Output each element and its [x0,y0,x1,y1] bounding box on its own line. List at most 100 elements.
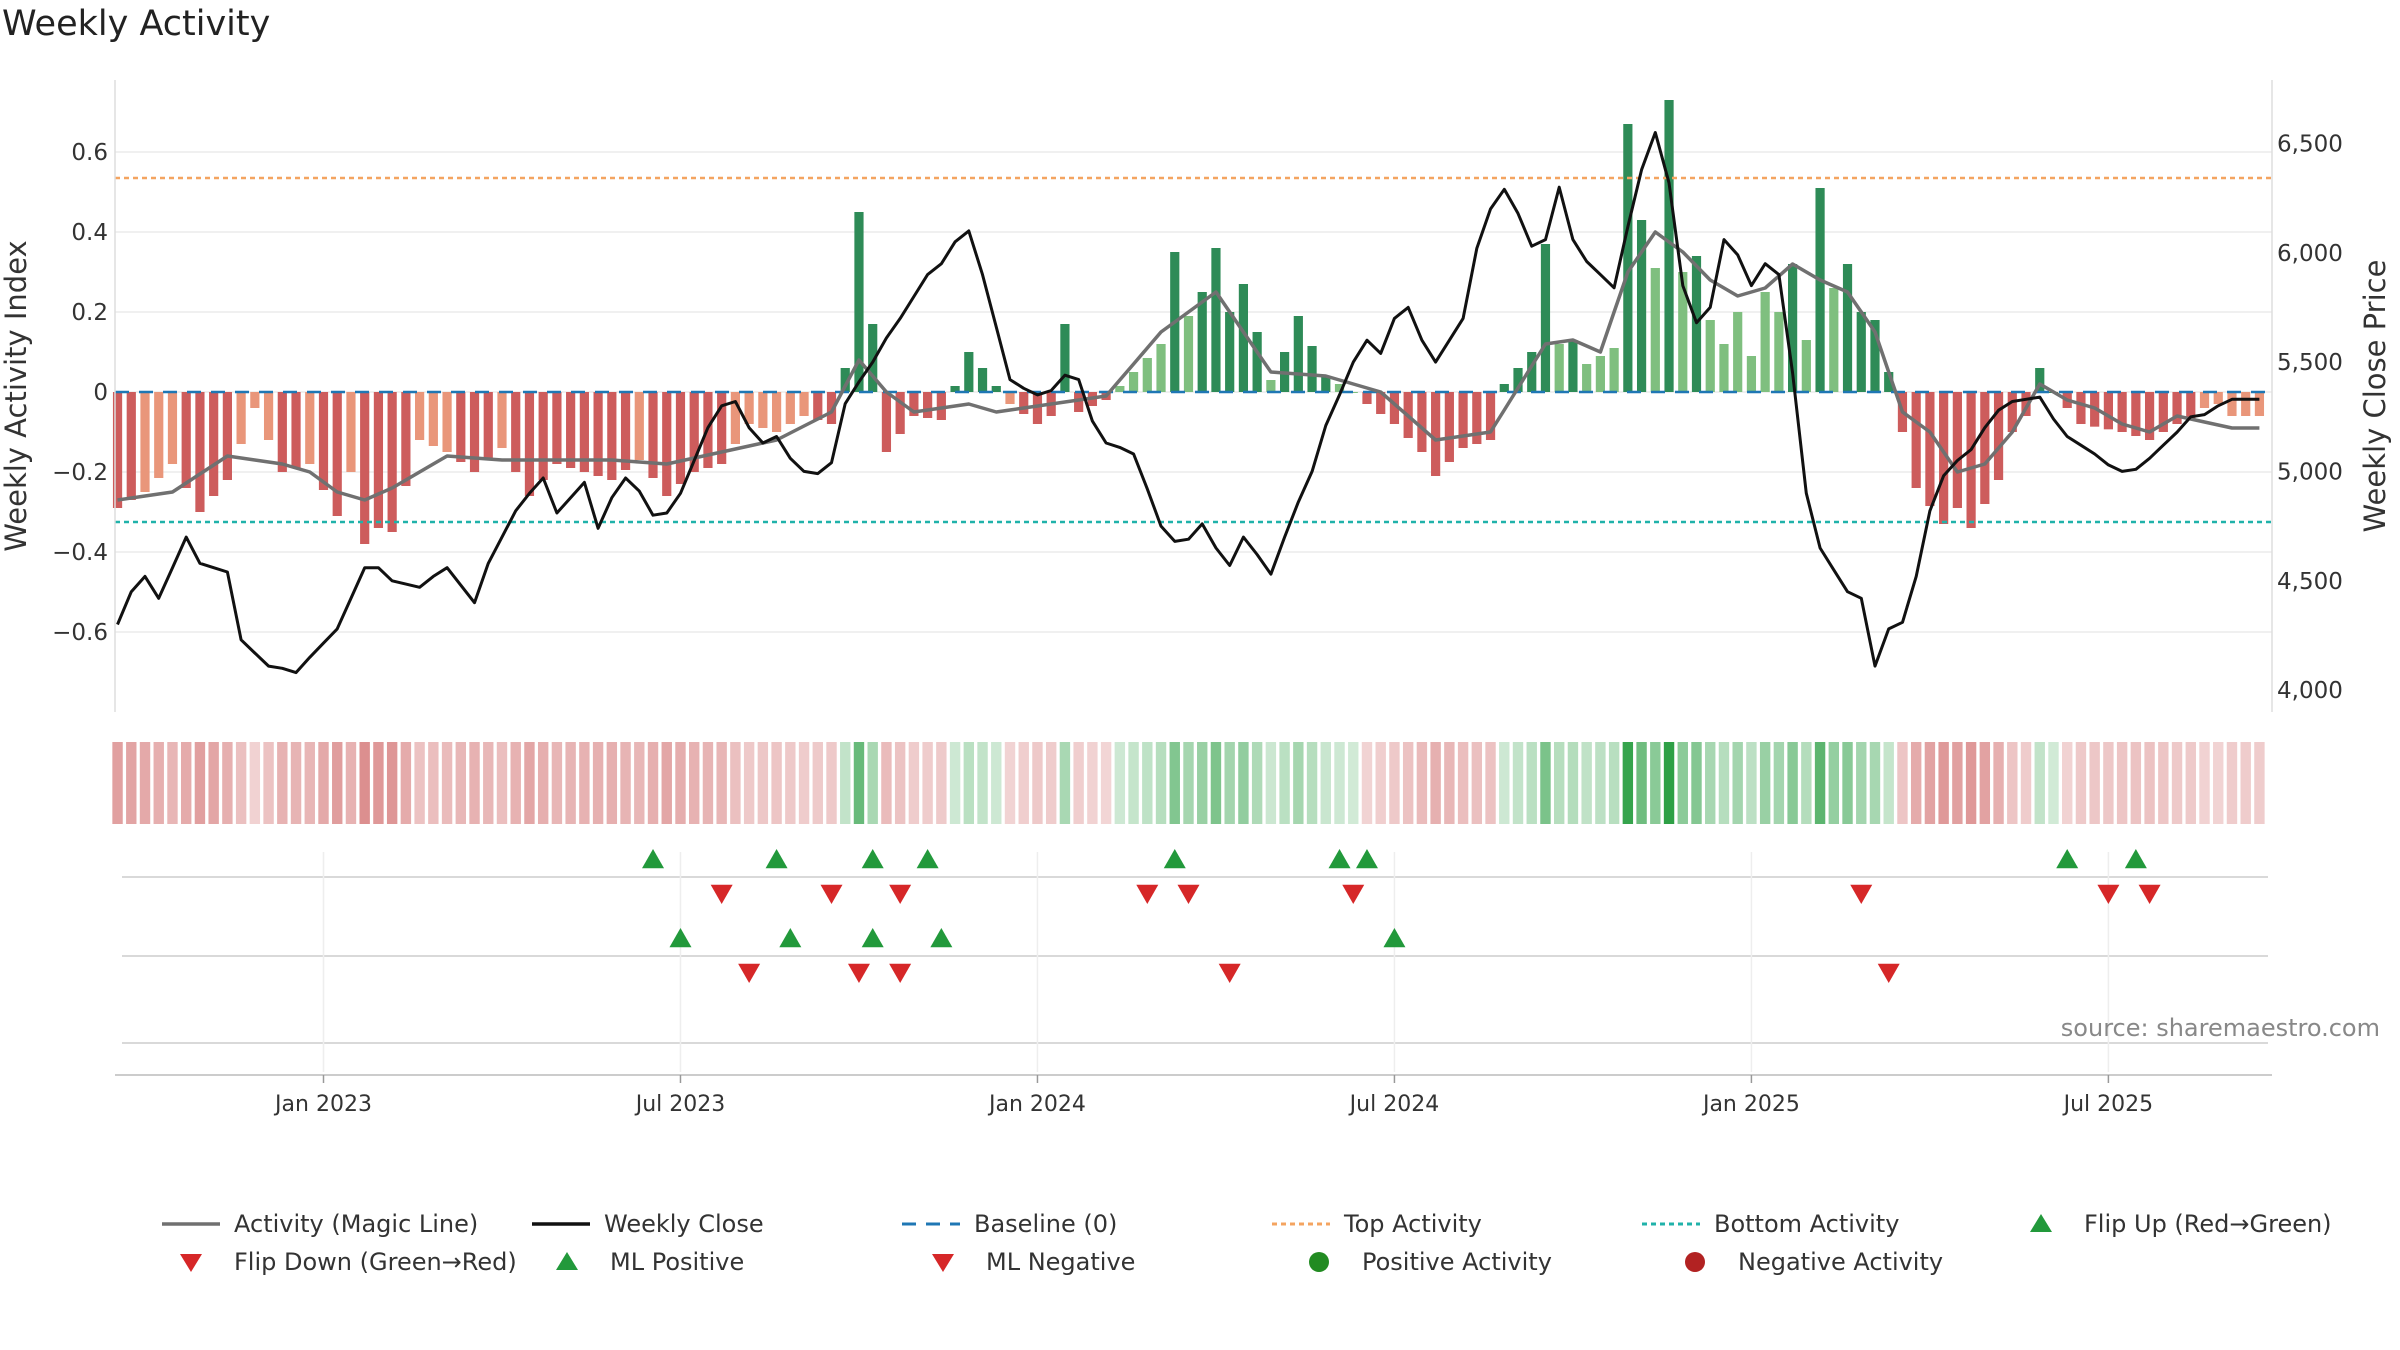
heat-cell [524,742,535,824]
heat-cell [2144,742,2155,824]
activity-bar [717,392,727,464]
heat-cell [647,742,659,824]
axes: 0.6 0.4 0.2 0 −0.2 −0.4 −0.6 6,500 6,000 5,500 5,0… [0,80,2392,712]
activity-bar [332,392,342,516]
heat-cell [1045,742,1057,824]
activity-bar [1664,100,1674,392]
activity-bar [387,392,397,532]
heat-cell [867,742,878,824]
activity-bar [112,392,123,508]
activity-bar [209,392,219,496]
activity-bar [620,392,631,470]
line-legend-swatch [162,1222,220,1226]
heat-cell [1540,742,1551,824]
heat-cell [2116,742,2128,824]
heat-cell [1018,742,1029,824]
heat-cell [1004,742,1016,824]
legend-item: Flip Down (Green→Red) [160,1248,536,1276]
heat-cell [1787,742,1798,824]
legend-item: Baseline (0) [900,1210,1270,1238]
heat-cell [757,742,769,824]
activity-bar [977,368,988,392]
legend-label: Baseline (0) [974,1210,1118,1238]
x-tick-label: Jan 2024 [987,1092,1086,1117]
heat-cell [949,742,961,824]
heat-cell [1155,742,1167,824]
legend-item: Activity (Magic Line) [160,1210,530,1238]
heat-cell [716,742,727,824]
ml-positive-marker [669,928,692,948]
dot-legend-swatch [1642,1222,1700,1226]
activity-bar [566,392,576,468]
activity-bar [2158,392,2168,432]
heat-cell [2130,742,2142,824]
heat-cell [1169,742,1180,824]
heat-cell [510,742,521,824]
heat-cell [1993,742,2004,824]
activity-bar [277,392,287,472]
x-tick-label: Jul 2025 [2062,1092,2154,1117]
activity-bar [1128,372,1139,392]
y2-tick-label: 6,500 [2277,131,2343,157]
heat-cell [1183,742,1194,824]
source-label: source: sharemaestro.com [2060,1014,2380,1042]
heat-cell [1856,742,1867,824]
heat-cell [1526,742,1537,824]
activity-bar [2035,368,2045,392]
activity-bar [538,392,548,480]
activity-heat-strip [112,742,2265,824]
activity-bar [456,392,466,462]
activity-bar [1678,272,1688,392]
y-axis-title: Weekly Activity Index [0,240,33,551]
heat-cell [373,742,384,824]
heat-cell [1814,742,1826,824]
y2-tick-label: 5,500 [2277,350,2343,376]
activity-bar [1019,392,1029,414]
legend-label: ML Negative [986,1248,1136,1276]
activity-bar [1211,248,1221,392]
heat-cell [1897,742,1908,824]
heat-cell [1471,742,1483,824]
heat-cell [318,742,329,824]
heat-cell [1485,742,1496,824]
heat-cell [167,742,178,824]
ml-negative-marker [847,963,870,983]
activity-bar [1911,392,1921,488]
activity-bar [1650,268,1660,392]
activity-bar [552,392,562,464]
activity-bar [1609,348,1619,392]
legend-label: Flip Up (Red→Green) [2084,1210,2332,1238]
ml-negative-marker [738,963,761,983]
heat-cell [537,742,549,824]
heat-cell [194,742,206,824]
heat-cell [2185,742,2196,824]
heat-cell [2020,742,2032,824]
heat-cell [565,742,576,824]
activity-bar [1829,288,1839,392]
y-tick-label: 0.6 [71,140,108,166]
legend: Activity (Magic Line) Weekly Close Baselin… [160,1205,2380,1281]
heat-cell [1279,742,1290,824]
heat-cell [798,742,810,824]
y-tick-label: −0.6 [52,620,108,646]
heat-cell [277,742,288,824]
flip-down-marker [2097,884,2120,904]
legend-label: Bottom Activity [1714,1210,1900,1238]
legend-item: Weekly Close [530,1210,900,1238]
activity-bar [1582,364,1592,392]
activity-bar [1444,392,1454,462]
heat-cell [386,742,398,824]
heat-cell [634,742,645,824]
flip-up-marker [1163,849,1186,869]
heat-cell [977,742,988,824]
flip-up-marker [642,849,665,869]
ml-negative-marker [889,963,912,983]
heat-cell [1567,742,1579,824]
activity-bar [881,392,892,452]
line-legend-swatch [532,1222,590,1226]
flip-up-marker [2056,849,2079,869]
heat-cell [455,742,466,824]
activity-bar [263,392,274,440]
heat-cell [1320,742,1331,824]
tri-down-legend-swatch [932,1254,954,1272]
